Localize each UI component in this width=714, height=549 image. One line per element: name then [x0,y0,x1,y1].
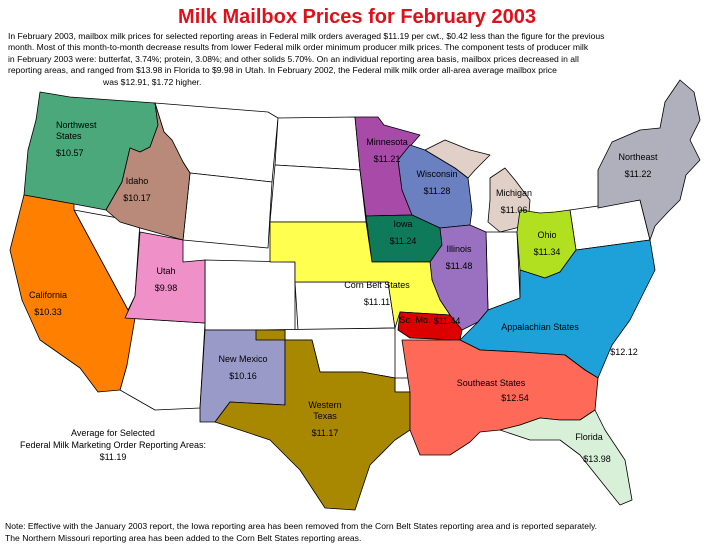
so-mo-name-label: So. Mo. [399,315,430,325]
florida-name-label: Florida [575,432,603,442]
footnote-line: Note: Effective with the January 2003 re… [5,521,598,531]
western-texas-name-label: Texas [313,411,337,421]
northeast-price-label: $11.22 [625,169,652,179]
illinois-price-label: $11.48 [446,261,473,271]
wisconsin-area [397,144,473,229]
intro-line: reporting areas, and ranged from $13.98 … [8,65,557,76]
new-mexico-name-label: New Mexico [218,354,267,364]
michigan-name-label: Michigan [496,188,532,198]
northwest-name-label: Northwest [56,120,97,130]
non-reporting-states [73,102,651,411]
florida-price-label: $13.98 [583,454,611,464]
wisconsin-name-label: Wisconsin [416,169,457,179]
average-box: Average for Selected Federal Milk Market… [8,427,218,463]
minnesota-price-label: $11.21 [374,154,401,164]
map-title: Milk Mailbox Prices for February 2003 [178,6,536,28]
minnesota-name-label: Minnesota [366,137,408,147]
northeast-name-label: Northeast [618,152,658,162]
wisconsin-price-label: $11.28 [424,186,451,196]
florida-area [499,409,633,506]
south-dakota-shape [269,164,367,223]
intro-line: in February 2003 were: butterfat, 3.74%;… [8,53,579,64]
north-dakota-shape [274,116,361,171]
northwest-price-label: $10.57 [56,148,84,158]
iowa-name-label: Iowa [393,219,412,229]
appalachian-name-label: Appalachian States [501,322,579,332]
ohio-name-label: Ohio [537,230,556,240]
footnote: Note: Effective with the January 2003 re… [5,520,710,544]
utah-price-label: $9.98 [155,283,178,293]
illinois-name-label: Illinois [446,244,472,254]
western-texas-name-label: Western [308,400,341,410]
footnote-line: The Northern Missouri reporting area has… [5,533,362,543]
iowa-price-label: $11.24 [390,236,417,246]
corn-belt-price-label: $11.11 [364,297,390,307]
new-mexico-price-label: $10.16 [229,371,257,381]
california-price-label: $10.33 [34,307,62,317]
idaho-area [105,102,191,241]
idaho-name-label: Idaho [126,176,149,186]
average-price: $11.19 [99,452,127,462]
ohio-price-label: $11.34 [534,247,561,257]
western-texas-area [214,329,411,511]
california-name-label: California [29,290,67,300]
corn-belt-name-label: Corn Belt States [344,280,410,290]
appalachian-price-label: $12.12 [610,347,638,357]
indiana-shape [485,231,521,311]
idaho-price-label: $10.17 [123,193,151,203]
utah-area [124,231,206,324]
southeast-name-label: Southeast States [457,378,526,388]
wyoming-shape [182,172,273,249]
colorado-shape [204,259,296,331]
intro-line: In February 2003, mailbox milk prices fo… [8,31,605,41]
california-area [9,194,136,393]
so-mo-price-label: $11.44 [434,316,461,326]
southeast-price-label: $12.54 [501,393,529,403]
northeast-area [597,79,701,241]
intro-line: month. Most of this month-to-month decre… [8,42,589,53]
average-label-line: Federal Milk Marketing Order Reporting A… [19,440,207,450]
intro-line: was $12.91, $1.72 higher. [103,76,202,87]
average-label-line: Average for Selected [71,428,155,438]
michigan-price-label: $11.06 [501,205,528,215]
northwest-name-label: States [56,131,82,141]
western-texas-price-label: $11.17 [312,428,339,438]
intro-paragraph: In February 2003, mailbox milk prices fo… [8,31,708,88]
utah-name-label: Utah [156,266,175,276]
